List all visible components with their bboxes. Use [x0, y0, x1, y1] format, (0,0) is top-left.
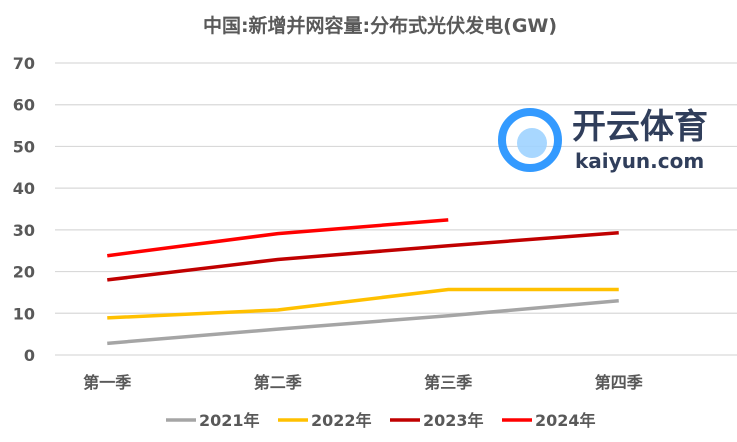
- series-line-2024年: [107, 218, 449, 258]
- y-tick-label: 70: [13, 54, 35, 73]
- series-line-2023年: [107, 231, 619, 282]
- series-line-2022年: [107, 287, 619, 320]
- y-tick-label: 50: [13, 137, 35, 156]
- y-tick-label: 20: [13, 263, 35, 282]
- chart-title: 中国:新增并网容量:分布式光伏发电(GW): [203, 14, 557, 37]
- watermark-logo: 开云体育 kaiyun.com: [498, 107, 708, 173]
- x-tick-label: 第一季: [83, 373, 132, 392]
- legend-label: 2023年: [423, 411, 484, 430]
- watermark-text: 开云体育: [572, 107, 708, 147]
- legend-label: 2022年: [311, 411, 372, 430]
- series-line-2021年: [107, 299, 619, 346]
- y-tick-label: 0: [24, 346, 35, 365]
- watermark-ball-icon: [498, 108, 562, 172]
- legend-label: 2024年: [535, 411, 596, 430]
- x-tick-label: 第三季: [424, 373, 473, 392]
- watermark-sub: kaiyun.com: [575, 149, 704, 173]
- y-tick-label: 60: [13, 96, 35, 115]
- y-tick-label: 10: [13, 304, 35, 323]
- x-tick-label: 第四季: [595, 373, 644, 392]
- y-tick-label: 40: [13, 179, 35, 198]
- x-tick-label: 第二季: [254, 373, 303, 392]
- y-tick-label: 30: [13, 221, 35, 240]
- watermark-ball-inner-icon: [517, 128, 547, 158]
- legend-label: 2021年: [199, 411, 260, 430]
